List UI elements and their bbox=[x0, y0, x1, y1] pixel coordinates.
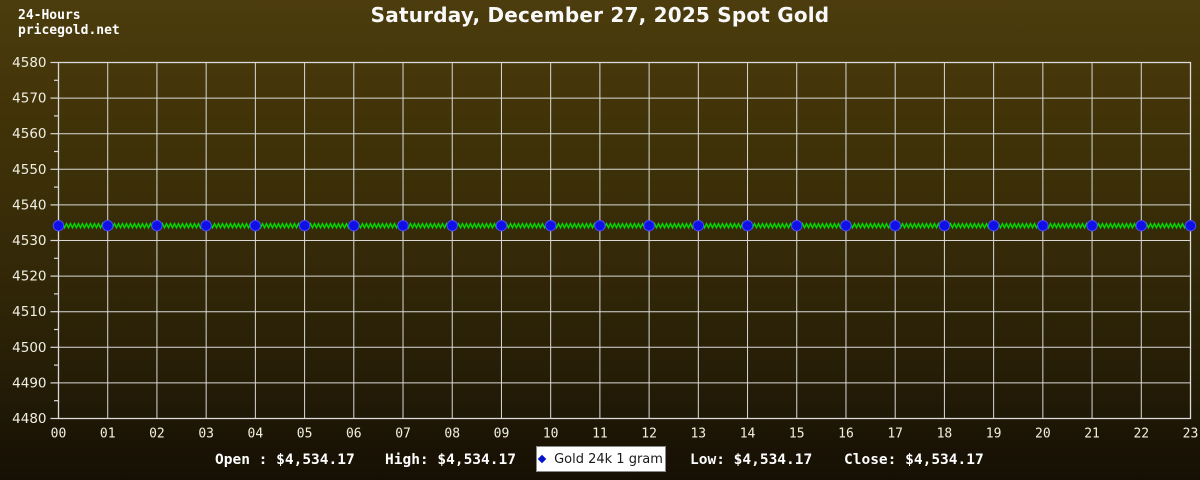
data-point-marker bbox=[298, 219, 311, 232]
x-tick-label: 10 bbox=[543, 427, 559, 442]
site-name: pricegold.net bbox=[18, 23, 120, 38]
stat-low-value: $4,534.17 bbox=[733, 452, 813, 468]
stat-open-label: Open : bbox=[215, 452, 268, 468]
x-tick-label: 11 bbox=[592, 427, 608, 442]
data-point-marker bbox=[249, 219, 262, 232]
stat-open-value: $4,534.17 bbox=[276, 452, 355, 468]
data-point-marker bbox=[987, 219, 1000, 232]
data-point-marker bbox=[889, 219, 901, 232]
x-tick-label: 07 bbox=[395, 427, 411, 442]
data-point-marker bbox=[348, 219, 360, 232]
y-tick-label: 4580 bbox=[12, 55, 46, 71]
x-tick-label: 21 bbox=[1084, 427, 1100, 442]
price-line bbox=[57, 221, 1192, 230]
legend: Gold 24k 1 gram bbox=[536, 446, 666, 472]
data-point-marker bbox=[594, 219, 606, 232]
stat-open: Open : $4,534.17 bbox=[215, 452, 355, 470]
data-point-marker bbox=[1135, 219, 1147, 232]
data-point-marker bbox=[102, 219, 114, 232]
data-point-marker bbox=[200, 219, 212, 232]
data-point-marker bbox=[643, 219, 655, 232]
data-point-marker bbox=[741, 219, 754, 232]
legend-diamond-icon bbox=[537, 454, 547, 464]
stat-close-label: Close: bbox=[844, 452, 897, 468]
plot-border bbox=[57, 61, 1192, 420]
site-branding: 24-Hours pricegold.net bbox=[18, 8, 120, 38]
stat-low-label: Low: bbox=[690, 452, 725, 468]
x-tick-label: 06 bbox=[346, 427, 362, 442]
legend-label: Gold 24k 1 gram bbox=[554, 451, 663, 467]
y-tick-label: 4550 bbox=[12, 162, 46, 178]
y-tick-label: 4530 bbox=[12, 233, 46, 249]
data-point-marker bbox=[1184, 219, 1197, 232]
y-tick-label: 4480 bbox=[12, 411, 46, 427]
x-tick-label: 09 bbox=[494, 427, 510, 442]
data-point-marker bbox=[692, 219, 705, 232]
stat-high: High: $4,534.17 bbox=[385, 452, 516, 470]
x-tick-label: 13 bbox=[690, 427, 706, 442]
data-point-marker bbox=[544, 219, 557, 232]
x-tick-label: 12 bbox=[641, 427, 657, 442]
x-tick-label: 18 bbox=[937, 427, 953, 442]
stat-close: Close: $4,534.17 bbox=[844, 452, 984, 470]
data-point-marker bbox=[1037, 219, 1049, 232]
stat-close-value: $4,534.17 bbox=[905, 452, 984, 468]
x-tick-label: 05 bbox=[297, 427, 313, 442]
x-tick-label: 00 bbox=[51, 427, 67, 442]
x-tick-label: 04 bbox=[248, 427, 264, 442]
page-title: Saturday, December 27, 2025 Spot Gold bbox=[370, 3, 830, 27]
data-point-marker bbox=[495, 219, 508, 232]
x-tick-label: 14 bbox=[740, 427, 756, 442]
data-point-marker bbox=[52, 219, 65, 232]
stat-low: Low: $4,534.17 bbox=[690, 452, 812, 470]
stat-high-value: $4,534.17 bbox=[437, 452, 516, 468]
stat-high-label: High: bbox=[385, 452, 429, 468]
y-tick-label: 4570 bbox=[12, 91, 46, 107]
x-tick-label: 22 bbox=[1133, 427, 1149, 442]
data-point-marker bbox=[1086, 219, 1098, 232]
data-point-marker bbox=[840, 219, 852, 232]
y-tick-label: 4560 bbox=[12, 126, 46, 142]
x-tick-label: 03 bbox=[198, 427, 214, 442]
x-tick-label: 19 bbox=[986, 427, 1002, 442]
y-tick-label: 4510 bbox=[12, 304, 46, 320]
x-tick-label: 15 bbox=[789, 427, 805, 442]
data-point-marker bbox=[938, 219, 951, 232]
data-point-marker bbox=[791, 219, 803, 232]
y-tick-label: 4540 bbox=[12, 197, 46, 213]
data-point-marker bbox=[397, 219, 409, 232]
x-tick-label: 16 bbox=[838, 427, 854, 442]
x-tick-label: 08 bbox=[444, 427, 460, 442]
x-tick-label: 01 bbox=[100, 427, 116, 442]
data-point-marker bbox=[151, 219, 163, 232]
data-point-marker bbox=[446, 219, 458, 232]
y-tick-label: 4500 bbox=[12, 340, 46, 356]
y-tick-label: 4520 bbox=[12, 269, 46, 285]
x-tick-label: 23 bbox=[1183, 427, 1199, 442]
duration-label: 24-Hours bbox=[18, 8, 81, 23]
y-tick-label: 4490 bbox=[12, 375, 46, 391]
x-tick-label: 17 bbox=[887, 427, 903, 442]
x-tick-label: 02 bbox=[149, 427, 165, 442]
x-tick-label: 20 bbox=[1035, 427, 1051, 442]
